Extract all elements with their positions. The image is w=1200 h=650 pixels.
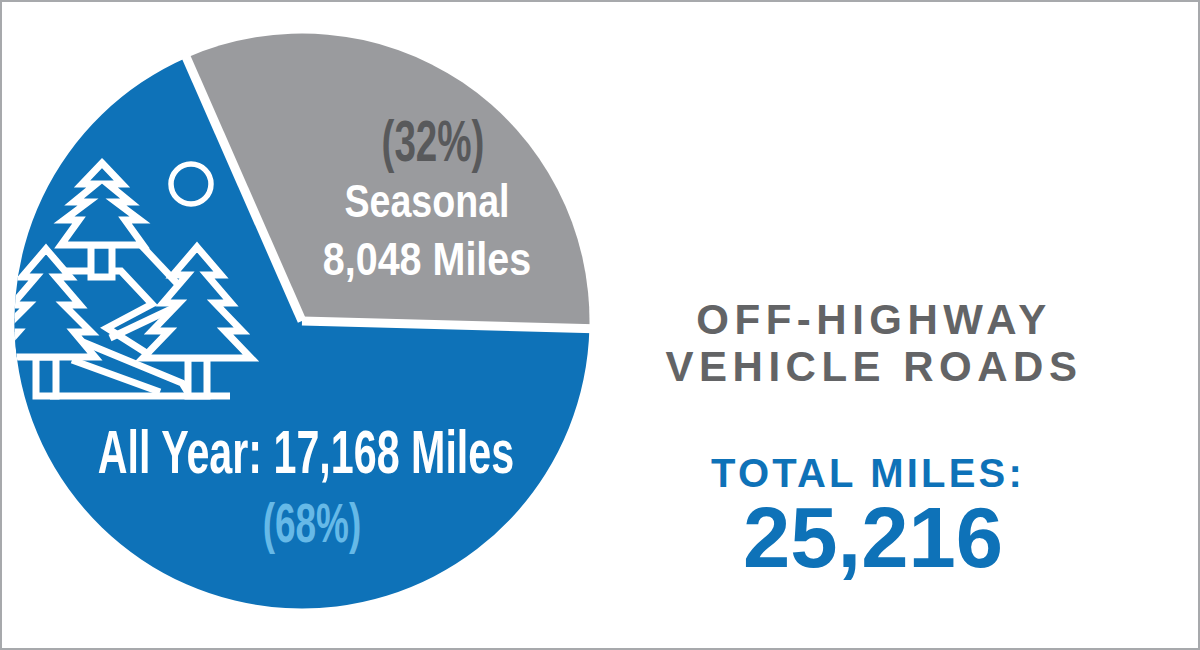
- chart-title-line2: VEHICLE ROADS: [666, 343, 1083, 390]
- chart-title: OFF-HIGHWAY VEHICLE ROADS: [666, 296, 1083, 390]
- total-miles-value: 25,216: [743, 489, 1003, 587]
- seasonal-name-label: Seasonal: [344, 174, 509, 228]
- all-year-label: All Year: 17,168 Miles: [98, 416, 514, 487]
- all-year-percent-label: (68%): [263, 491, 362, 555]
- tree-trunk-right: [188, 358, 207, 396]
- chart-title-line1: OFF-HIGHWAY: [666, 296, 1083, 343]
- tree-trunk-center: [91, 245, 112, 277]
- seasonal-miles-label: 8,048 Miles: [323, 232, 532, 286]
- seasonal-percent-label: (32%): [382, 108, 485, 175]
- tree-trunk-left: [36, 357, 56, 396]
